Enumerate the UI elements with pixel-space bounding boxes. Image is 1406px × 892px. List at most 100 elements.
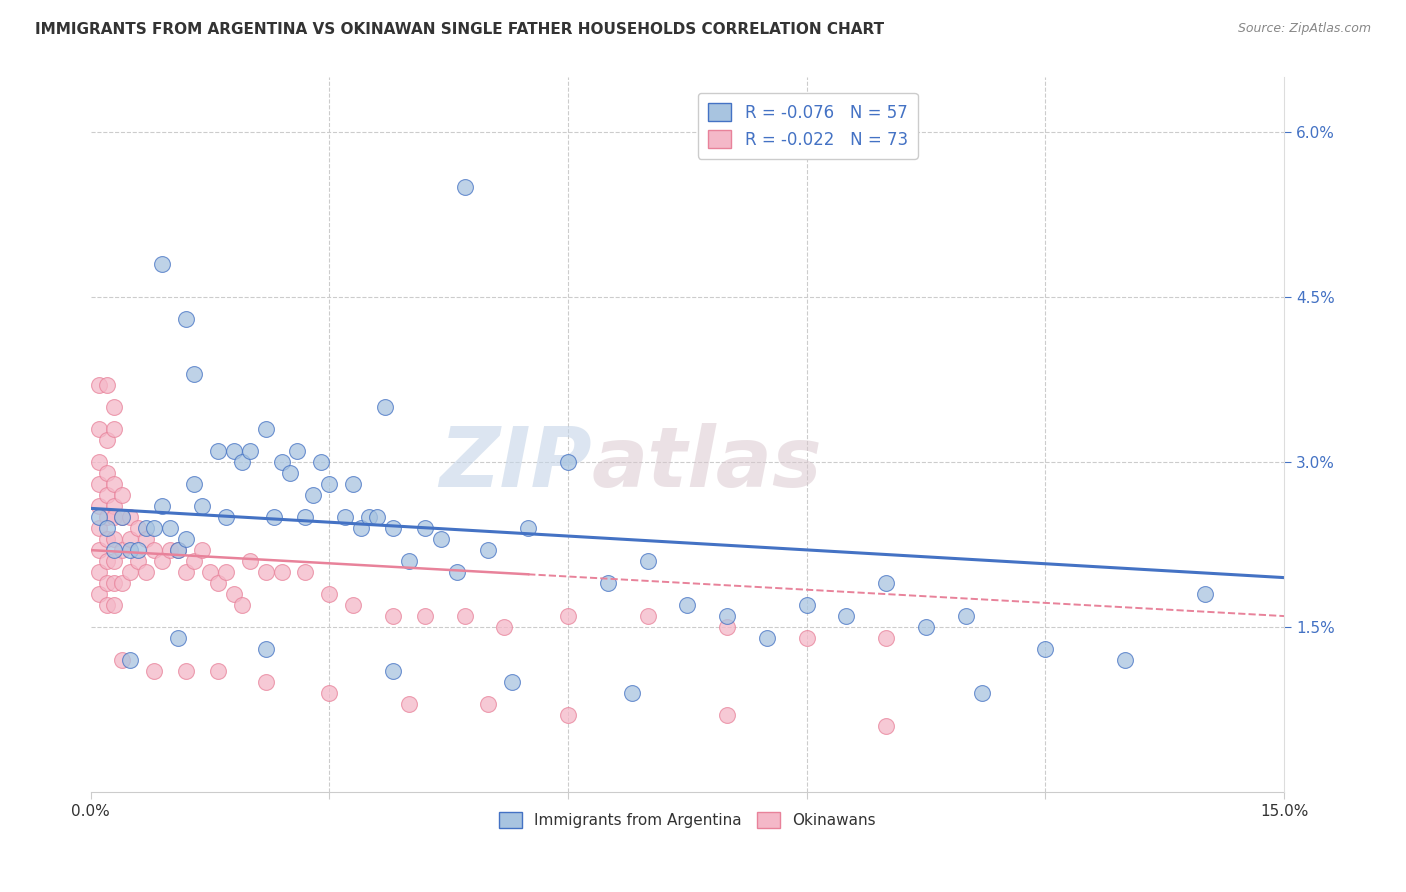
Point [87,565,110,579]
Point [294,510,316,524]
Point [167,631,190,645]
Point [342,598,364,612]
Point [716,708,738,723]
Point [103,543,125,558]
Point [111,510,134,524]
Point [222,587,245,601]
Point [103,422,125,436]
Point [716,620,738,634]
Point [335,510,357,524]
Point [796,631,818,645]
Point [318,686,340,700]
Point [231,455,253,469]
Point [557,708,579,723]
Point [120,532,142,546]
Point [120,653,142,667]
Point [215,510,238,524]
Point [96,521,118,535]
Point [477,697,499,711]
Point [676,598,699,612]
Point [87,422,110,436]
Legend: Immigrants from Argentina, Okinawans: Immigrants from Argentina, Okinawans [494,805,882,834]
Point [127,554,149,568]
Point [103,532,125,546]
Text: atlas: atlas [592,423,823,504]
Point [96,510,118,524]
Point [103,401,125,415]
Point [270,565,292,579]
Point [183,477,205,491]
Point [96,576,118,591]
Point [398,697,420,711]
Point [381,521,404,535]
Point [150,257,173,271]
Point [359,510,381,524]
Point [254,422,277,436]
Point [875,631,897,645]
Point [254,675,277,690]
Point [287,444,309,458]
Point [755,631,778,645]
Point [111,576,134,591]
Point [413,609,436,624]
Text: IMMIGRANTS FROM ARGENTINA VS OKINAWAN SINGLE FATHER HOUSEHOLDS CORRELATION CHART: IMMIGRANTS FROM ARGENTINA VS OKINAWAN SI… [35,22,884,37]
Point [135,565,157,579]
Point [366,510,388,524]
Point [111,543,134,558]
Point [637,609,659,624]
Point [239,444,262,458]
Point [87,543,110,558]
Point [796,598,818,612]
Point [446,565,468,579]
Point [215,565,238,579]
Point [103,477,125,491]
Point [254,565,277,579]
Point [311,455,333,469]
Point [120,565,142,579]
Point [135,521,157,535]
Point [716,609,738,624]
Point [263,510,285,524]
Point [1114,653,1136,667]
Point [278,466,301,480]
Point [875,719,897,733]
Point [429,532,451,546]
Point [174,664,197,678]
Point [96,532,118,546]
Point [96,554,118,568]
Point [270,455,292,469]
Point [135,532,157,546]
Point [120,543,142,558]
Point [120,510,142,524]
Point [955,609,977,624]
Point [915,620,938,634]
Point [150,554,173,568]
Point [970,686,993,700]
Point [96,488,118,502]
Point [103,510,125,524]
Point [318,587,340,601]
Point [350,521,373,535]
Point [87,521,110,535]
Point [637,554,659,568]
Point [96,433,118,447]
Point [620,686,643,700]
Point [207,576,229,591]
Point [103,576,125,591]
Point [111,653,134,667]
Point [87,455,110,469]
Point [207,444,229,458]
Point [239,554,262,568]
Point [501,675,523,690]
Point [374,401,396,415]
Point [143,521,166,535]
Point [87,499,110,513]
Point [150,499,173,513]
Point [143,543,166,558]
Point [222,444,245,458]
Point [318,477,340,491]
Point [1035,642,1057,657]
Point [254,642,277,657]
Point [835,609,858,624]
Point [413,521,436,535]
